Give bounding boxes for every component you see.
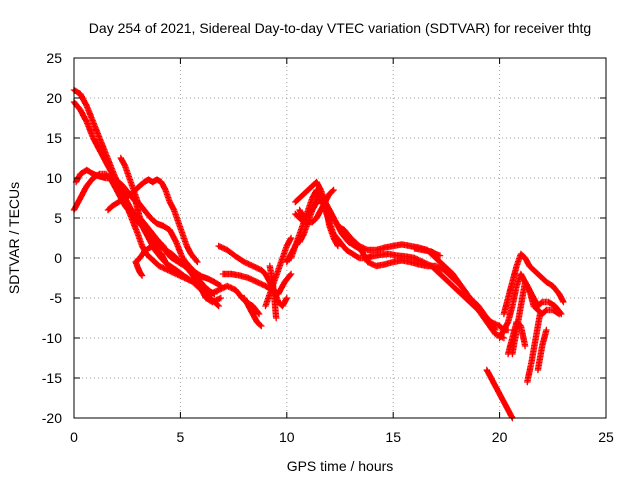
data-point-markers <box>266 262 280 322</box>
x-tick-label: 25 <box>598 429 614 445</box>
y-tick-label: -20 <box>42 410 62 426</box>
x-tick-label: 10 <box>279 429 295 445</box>
series-track-10 <box>219 270 295 298</box>
series-track-3 <box>70 170 222 310</box>
data-point-markers <box>292 186 337 226</box>
data-point-markers <box>524 310 544 386</box>
series-track-25 <box>524 310 544 386</box>
chart-title: Day 254 of 2021, Sidereal Day-to-day VTE… <box>89 20 591 36</box>
series-track-22 <box>500 250 567 318</box>
series-track-21 <box>483 366 516 422</box>
y-tick-label: -5 <box>50 290 63 306</box>
series-track-18 <box>283 234 303 266</box>
y-tick-label: 10 <box>46 170 62 186</box>
data-point-markers <box>483 366 516 422</box>
y-tick-label: 20 <box>46 90 62 106</box>
data-point-markers <box>504 318 529 358</box>
y-tick-label: -10 <box>42 330 62 346</box>
series-track-13 <box>266 262 280 322</box>
data-point-markers <box>132 258 146 279</box>
tick-labels: 0 5 10 15 20 25 -20 -15 -10 -5 0 5 10 15 20 25 <box>42 50 614 445</box>
series-track-6 <box>117 154 224 290</box>
x-tick-label: 0 <box>70 429 78 445</box>
data-point-markers <box>117 154 224 290</box>
y-axis-label: SDTVAR / TECUs <box>6 182 22 294</box>
plot-frame <box>73 57 607 419</box>
data-point-markers <box>411 245 444 259</box>
series-track-26 <box>534 326 550 374</box>
y-tick-label: -15 <box>42 370 62 386</box>
data-point-markers <box>241 294 265 330</box>
data-point-markers <box>500 250 567 318</box>
x-tick-label: 15 <box>385 429 401 445</box>
series-track-20 <box>411 245 444 259</box>
data-point-markers <box>219 270 295 298</box>
series-track-27 <box>504 318 529 358</box>
x-axis-label: GPS time / hours <box>287 458 394 474</box>
axis-ticks <box>73 57 607 419</box>
series-track-8 <box>132 258 146 279</box>
x-tick-label: 5 <box>177 429 185 445</box>
y-tick-label: 5 <box>54 210 62 226</box>
y-tick-label: 0 <box>54 250 62 266</box>
data-point-markers <box>283 234 303 266</box>
series-track-19 <box>292 186 337 226</box>
x-tick-label: 20 <box>492 429 508 445</box>
data-point-markers <box>534 326 550 374</box>
y-tick-label: 25 <box>46 50 62 66</box>
series-track-11 <box>241 294 265 330</box>
data-points <box>70 86 567 422</box>
data-point-markers <box>70 170 222 310</box>
y-tick-label: 15 <box>46 130 62 146</box>
